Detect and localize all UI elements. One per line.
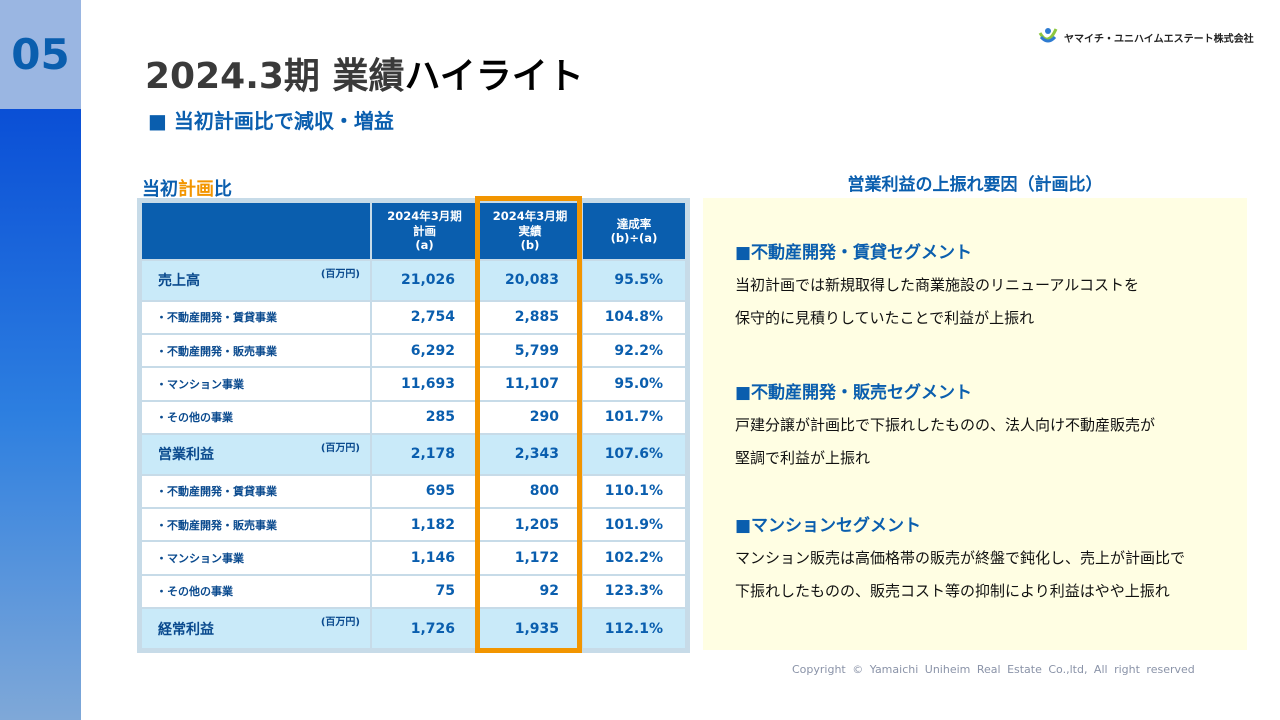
plan-value: 1,726 [370,607,479,650]
row-label: ・マンション事業 [140,540,372,576]
plan-value: 2,754 [370,299,479,336]
rate-value: 104.8% [581,299,687,336]
label-part-accent: 計画 [178,179,214,200]
actual-value: 2,885 [477,299,583,336]
rate-value: 112.1% [581,607,687,650]
results-table: 2024年3月期 計画 (a) 2024年3月期 実績 (b) 達成率 (b)÷(a) 売… [137,198,690,653]
actual-value: 1,172 [477,540,583,576]
factor-segment: ■マンションセグメントマンション販売は高価格帯の販売が終盤で鈍化し、売上が計画比… [735,511,1185,608]
row-label: 売上高 (百万円) [140,259,372,302]
rate-value: 92.2% [581,333,687,369]
logo-mark-icon [1038,28,1058,43]
actual-value: 1,935 [477,607,583,650]
actual-value: 92 [477,573,583,610]
actual-value: 2,343 [477,433,583,476]
segment-text: 当初計画では新規取得した商業施設のリニューアルコストを [735,276,1139,294]
header-rate: 達成率 (b)÷(a) [581,201,687,261]
page-title: 2024.3期 業績ハイライト [145,47,584,99]
table-row: 経常利益 (百万円) 1,726 1,935 112.1% [140,607,687,650]
table-row: ・不動産開発・賃貸事業 695 800 110.1% [140,473,687,510]
row-label: ・不動産開発・販売事業 [140,333,372,369]
table-row: ・その他の事業 75 92 123.3% [140,573,687,610]
table-row: ・マンション事業 11,693 11,107 95.0% [140,366,687,402]
copyright: Copyright © Yamaichi Uniheim Real Estate… [792,663,1195,676]
plan-value: 75 [370,573,479,610]
title-part: ハイライト [404,56,584,97]
plan-value: 11,693 [370,366,479,402]
row-label: 営業利益 (百万円) [140,433,372,476]
label-part: 当初 [142,179,178,200]
table-row: 売上高 (百万円) 21,026 20,083 95.5% [140,259,687,302]
actual-value: 5,799 [477,333,583,369]
actual-value: 290 [477,399,583,436]
section-vertical-title: 2024年3月期決算について [80,146,105,455]
rate-value: 101.9% [581,507,687,543]
unit-label: (百万円) [320,617,360,629]
table-row: ・不動産開発・販売事業 1,182 1,205 101.9% [140,507,687,543]
plan-value: 695 [370,473,479,510]
segment-heading: ■マンションセグメント [735,516,922,536]
rate-value: 123.3% [581,573,687,610]
segment-heading: ■不動産開発・販売セグメント [735,383,973,403]
actual-column-highlight [475,196,582,653]
row-label: ・マンション事業 [140,366,372,402]
plan-value: 2,178 [370,433,479,476]
header-plan: 2024年3月期 計画 (a) [370,201,479,261]
row-label: ・その他の事業 [140,399,372,436]
section-sidebar [0,109,81,720]
unit-label: (百万円) [320,269,360,280]
row-label: ・その他の事業 [140,573,372,610]
label-part: 比 [214,179,232,200]
plan-value: 1,146 [370,540,479,576]
segment-text: 戸建分譲が計画比で下振れしたものの、法人向け不動産販売が [735,416,1156,434]
row-label: 経常利益 (百万円) [140,607,372,650]
row-label: ・不動産開発・賃貸事業 [140,473,372,510]
header-actual: 2024年3月期 実績 (b) [477,201,583,261]
rate-value: 95.5% [581,259,687,302]
actual-value: 11,107 [477,366,583,402]
plan-value: 21,026 [370,259,479,302]
section-number: 05 [11,30,70,79]
rate-value: 95.0% [581,366,687,402]
unit-label: (百万円) [320,443,360,455]
segment-heading: ■不動産開発・賃貸セグメント [735,243,973,263]
factors-panel: ■不動産開発・賃貸セグメント当初計画では新規取得した商業施設のリニューアルコスト… [703,198,1247,650]
rate-value: 107.6% [581,433,687,476]
segment-text: 下振れしたものの、販売コスト等の抑制により利益はやや上振れ [735,582,1170,600]
row-label: ・不動産開発・販売事業 [140,507,372,543]
plan-value: 6,292 [370,333,479,369]
plan-value: 1,182 [370,507,479,543]
segment-text: 保守的に見積りしていたことで利益が上振れ [735,309,1035,327]
factors-title: 営業利益の上振れ要因（計画比） [847,175,1103,195]
plan-value: 285 [370,399,479,436]
title-part: 2024.3期 業績 [145,56,405,97]
rate-value: 102.2% [581,540,687,576]
company-logo: ヤマイチ・ユニハイムエステート株式会社 [1038,25,1254,49]
table-row: ・その他の事業 285 290 101.7% [140,399,687,436]
factor-segment: ■不動産開発・賃貸セグメント当初計画では新規取得した商業施設のリニューアルコスト… [735,238,1139,335]
table-row: ・不動産開発・販売事業 6,292 5,799 92.2% [140,333,687,369]
table-row: ・不動産開発・賃貸事業 2,754 2,885 104.8% [140,299,687,336]
rate-value: 110.1% [581,473,687,510]
factor-segment: ■不動産開発・販売セグメント戸建分譲が計画比で下振れしたものの、法人向け不動産販… [735,378,1155,475]
segment-text: 堅調で利益が上振れ [735,449,871,467]
section-number-box: 05 [0,0,81,109]
table-header-row: 2024年3月期 計画 (a) 2024年3月期 実績 (b) 達成率 (b)÷(a) [140,201,687,261]
table-row: 営業利益 (百万円) 2,178 2,343 107.6% [140,433,687,476]
table-label: 当初計画比 [142,175,232,201]
header-blank [140,201,372,261]
segment-text: マンション販売は高価格帯の販売が終盤で鈍化し、売上が計画比で [735,549,1186,567]
table-row: ・マンション事業 1,146 1,172 102.2% [140,540,687,576]
page-subtitle: ■ 当初計画比で減収・増益 [148,109,394,133]
rate-value: 101.7% [581,399,687,436]
row-label: ・不動産開発・賃貸事業 [140,299,372,336]
company-name: ヤマイチ・ユニハイムエステート株式会社 [1064,33,1254,45]
actual-value: 800 [477,473,583,510]
